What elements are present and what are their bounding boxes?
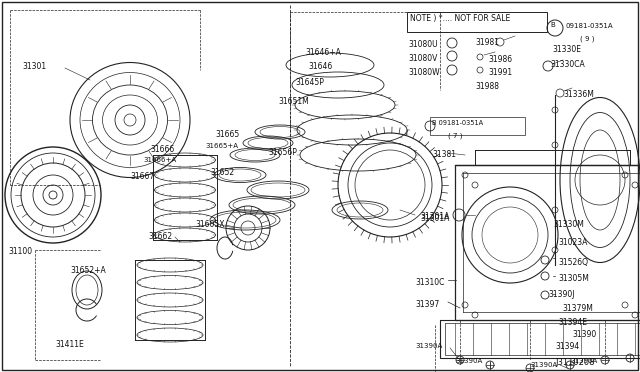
- Text: 31667: 31667: [130, 172, 154, 181]
- Text: 31666: 31666: [150, 145, 174, 154]
- Text: 31080U: 31080U: [408, 40, 438, 49]
- Text: NOTE ) *.... NOT FOR SALE: NOTE ) *.... NOT FOR SALE: [410, 14, 510, 23]
- Text: 31656P: 31656P: [268, 148, 297, 157]
- Text: 31390J: 31390J: [548, 290, 575, 299]
- Text: 31390A: 31390A: [570, 358, 597, 364]
- Text: 31305M: 31305M: [558, 274, 589, 283]
- Text: 31301A: 31301A: [420, 212, 449, 221]
- Text: 31394E: 31394E: [558, 318, 587, 327]
- Text: 31390A: 31390A: [455, 358, 483, 364]
- Text: 31336M: 31336M: [563, 90, 594, 99]
- Bar: [455, 165, 640, 320]
- Text: ( 7 ): ( 7 ): [448, 132, 463, 138]
- Text: ( 9 ): ( 9 ): [580, 35, 595, 42]
- Text: 31646: 31646: [308, 62, 332, 71]
- Text: 31379M: 31379M: [562, 304, 593, 313]
- Text: 31330CA: 31330CA: [550, 60, 585, 69]
- Text: 31651M: 31651M: [278, 97, 308, 106]
- Text: 31397: 31397: [415, 300, 439, 309]
- Text: 31390A: 31390A: [530, 362, 557, 368]
- Text: 31100: 31100: [8, 247, 32, 256]
- Text: 31310C: 31310C: [415, 278, 444, 287]
- Text: 09181-0351A: 09181-0351A: [566, 23, 614, 29]
- Text: 31301A: 31301A: [420, 214, 449, 223]
- Text: 31390A: 31390A: [415, 343, 442, 349]
- Text: 31666+A: 31666+A: [143, 157, 176, 163]
- Text: 31662: 31662: [148, 232, 172, 241]
- Text: 31080W: 31080W: [408, 68, 440, 77]
- Text: 31981: 31981: [475, 38, 499, 47]
- Text: 31411E: 31411E: [55, 340, 84, 349]
- Text: 31330M: 31330M: [553, 220, 584, 229]
- Text: 31381: 31381: [432, 150, 456, 159]
- Text: 31652+A: 31652+A: [70, 266, 106, 275]
- Text: 31986: 31986: [488, 55, 512, 64]
- Text: B: B: [550, 22, 556, 28]
- Text: 31526Q: 31526Q: [558, 258, 588, 267]
- Bar: [430, 117, 525, 135]
- Text: 31080V: 31080V: [408, 54, 437, 63]
- Text: 31023A: 31023A: [558, 238, 588, 247]
- Bar: [445, 323, 640, 355]
- Text: B 09181-0351A: B 09181-0351A: [432, 120, 483, 126]
- Text: 31605X: 31605X: [195, 220, 225, 229]
- Text: 31394: 31394: [555, 342, 579, 351]
- Text: 31991: 31991: [488, 68, 512, 77]
- Text: 31988: 31988: [475, 82, 499, 91]
- Text: 31301: 31301: [22, 62, 46, 71]
- Text: J3110208: J3110208: [555, 358, 595, 367]
- Bar: [440, 320, 640, 358]
- Bar: [407, 12, 547, 32]
- Text: 31645P: 31645P: [295, 78, 324, 87]
- Text: 31390: 31390: [572, 330, 596, 339]
- Text: 31665+A: 31665+A: [205, 143, 238, 149]
- Text: 31646+A: 31646+A: [305, 48, 341, 57]
- Text: 31665: 31665: [215, 130, 239, 139]
- Text: 31330E: 31330E: [552, 45, 581, 54]
- Text: 31652: 31652: [210, 168, 234, 177]
